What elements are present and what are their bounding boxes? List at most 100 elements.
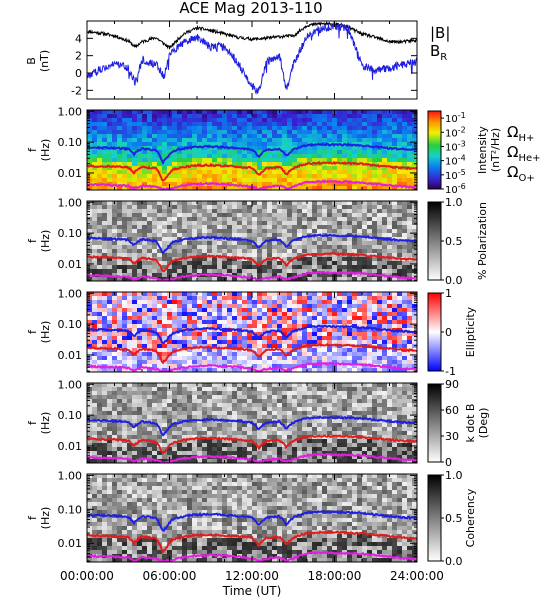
x-tick-label: 24:00:00	[390, 569, 444, 583]
y-tick-label: 1.00	[58, 287, 83, 300]
y-tick-label: 1.00	[58, 469, 83, 482]
colorbar-tick: 30	[441, 430, 459, 443]
y-tick-label: 0.01	[58, 167, 83, 180]
colorbar-tick-label: 60	[445, 404, 459, 417]
colorbar-label-line-1: k dot B	[464, 404, 477, 443]
gyro-line-h-plus	[87, 509, 417, 532]
colorbar-tick: 10-1	[441, 111, 466, 125]
colorbar	[427, 292, 442, 372]
y-tick-label: 0.01	[58, 258, 83, 271]
colorbar-tick: 0.0	[441, 274, 463, 287]
colorbar-tick-label: 10-6	[445, 182, 466, 196]
panel-coherency: 1.00 0.10 0.01 f (Hz) 1.0 0.5 0.0 Coherency	[26, 469, 477, 568]
y-tick: 0.10	[58, 318, 417, 331]
x-tick-label: 00:00:00	[60, 569, 114, 583]
colorbar-tick: 0	[441, 326, 452, 339]
y-axis-label-line-2: (Hz)	[39, 139, 52, 162]
y-axis-label-line-1: f	[26, 238, 39, 243]
y-tick-label: 0	[75, 67, 82, 80]
colorbar-tick: 1.0	[441, 196, 463, 209]
series-line-b-radial	[87, 21, 417, 95]
y-tick-label: 1.00	[58, 105, 83, 118]
colorbar-tick-label: 0.0	[445, 274, 463, 287]
colorbar-label-line-1: % Polarization	[476, 202, 489, 280]
panel-polarization: 1.00 0.10 0.01 f (Hz) 1.0 0.5 0.0 % Polariza…	[26, 196, 489, 287]
y-tick-label: 0.10	[58, 227, 83, 240]
y-tick: 0.10	[58, 503, 417, 516]
colorbar-tick-label: 10-4	[445, 154, 466, 168]
y-ticks: 1.00 0.10 0.01	[58, 287, 417, 372]
x-tick-label: 06:00:00	[143, 569, 197, 583]
y-axis-label-line-2: (Hz)	[39, 507, 52, 530]
y-tick: 0.01	[58, 349, 417, 362]
panel-b: -2 0 2 4 B (nT) |B| BR	[25, 20, 450, 100]
y-tick-label: 0.10	[58, 318, 83, 331]
legend-b-magnitude: |B|	[430, 24, 450, 42]
colorbar-tick-label: 10-3	[445, 139, 466, 153]
colorbar-tick: 0.5	[441, 235, 463, 248]
gyro-line-he-plus	[87, 342, 417, 365]
colorbar-tick: 1.0	[441, 469, 463, 482]
y-tick: 2	[75, 50, 417, 63]
y-axis-label-line-2: (Hz)	[39, 230, 52, 253]
y-tick: 0.10	[58, 409, 417, 422]
gyro-line-he-plus	[87, 434, 417, 455]
colorbar-tick-label: 1.0	[445, 469, 463, 482]
colorbar-tick-label: 30	[445, 430, 459, 443]
y-tick-label: 0.10	[58, 136, 83, 149]
y-tick: 0.10	[58, 227, 417, 240]
legend-omega-o: ΩO+	[507, 163, 535, 184]
y-tick-label: 2	[75, 50, 82, 63]
series-line-b-magnitude	[87, 21, 417, 50]
x-tick-label: 12:00:00	[225, 569, 279, 583]
colorbar-tick: 10-6	[441, 182, 466, 196]
y-tick-label: 1.00	[58, 378, 83, 391]
colorbar-label-line-1: Intensity	[476, 126, 489, 174]
colorbar-tick-label: 0	[445, 456, 452, 469]
y-tick: 1.00	[58, 105, 417, 118]
y-tick: 0.10	[58, 136, 417, 149]
y-ticks: 1.00 0.10 0.01	[58, 378, 417, 463]
colorbar-label-line-2: (nT²/Hz)	[489, 128, 502, 172]
colorbar-tick: 10-2	[441, 125, 466, 139]
colorbar-tick-label: 0.5	[445, 512, 463, 525]
series-lines	[87, 21, 417, 95]
colorbar-tick: 10-3	[441, 139, 466, 153]
colorbar-ticks: 90 60 30 0	[441, 378, 459, 469]
colorbar-tick-label: 10-1	[445, 111, 466, 125]
colorbar-label-line-2: (Deg)	[477, 408, 490, 439]
y-axis-label-line-2: (Hz)	[39, 321, 52, 344]
y-tick-label: 0.10	[58, 409, 83, 422]
chart-title: ACE Mag 2013-110	[179, 0, 322, 17]
y-axis-label-line-1: f	[26, 329, 39, 334]
gyro-line-h-plus	[87, 142, 417, 166]
panel-k-dot-b: 1.00 0.10 0.01 f (Hz) 90 60 30 0 k dot B (Deg…	[26, 378, 490, 469]
y-tick: 0.01	[58, 440, 417, 453]
colorbar-tick: 0	[441, 456, 452, 469]
x-axis-label: Time (UT)	[222, 584, 282, 598]
colorbar	[427, 201, 442, 281]
panel-ellipticity: 1.00 0.10 0.01 f (Hz) 1 0 -1 Ellipticity	[26, 287, 477, 378]
colorbar-ticks: 1.0 0.5 0.0	[441, 469, 463, 568]
y-tick: 1.00	[58, 287, 417, 300]
colorbar-label-line-1: Ellipticity	[464, 306, 477, 357]
y-tick: 0.01	[58, 258, 417, 271]
colorbar	[427, 110, 442, 190]
y-tick: 4	[75, 32, 417, 45]
y-axis-label-line-2: (nT)	[38, 50, 51, 72]
y-ticks: 1.00 0.10 0.01	[58, 196, 417, 281]
y-tick: -2	[71, 84, 417, 97]
gyro-line-he-plus	[87, 251, 417, 273]
gyro-line-h-plus	[87, 324, 417, 345]
y-axis-label-line-1: f	[26, 147, 39, 152]
y-tick-label: 0.10	[58, 503, 83, 516]
colorbar-tick-label: 1	[445, 287, 452, 300]
colorbar-tick-label: 0	[445, 326, 452, 339]
y-tick: 0	[75, 67, 417, 80]
y-tick: 0.01	[58, 537, 417, 550]
colorbar-tick-label: 90	[445, 378, 459, 391]
colorbar-tick: 90	[441, 378, 459, 391]
y-axis-label-line-1: f	[26, 420, 39, 425]
x-tick-label: 18:00:00	[308, 569, 362, 583]
